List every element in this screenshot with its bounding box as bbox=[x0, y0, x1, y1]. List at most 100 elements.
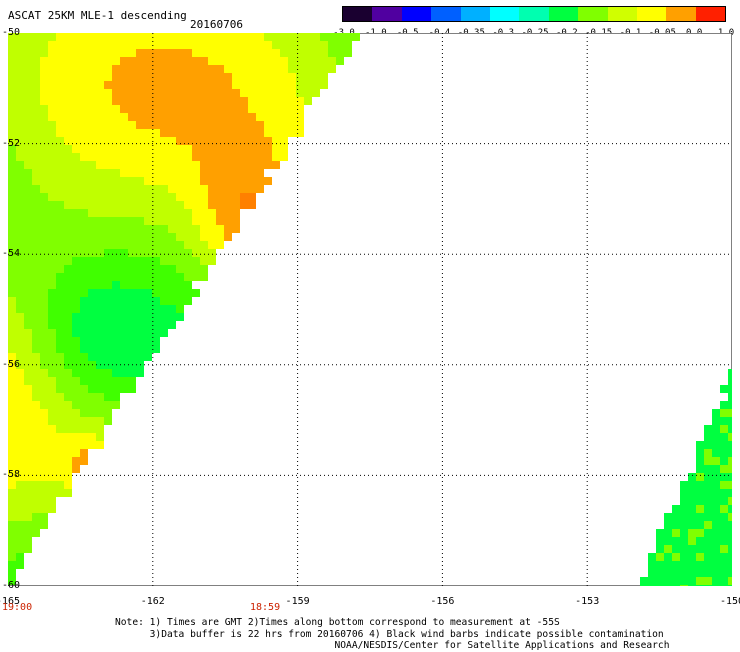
wind-cell bbox=[40, 409, 48, 417]
wind-cell bbox=[56, 177, 64, 185]
wind-cell bbox=[656, 569, 664, 577]
wind-cell bbox=[704, 577, 712, 585]
wind-cell bbox=[120, 313, 128, 321]
wind-cell bbox=[712, 449, 720, 457]
wind-cell bbox=[72, 201, 80, 209]
wind-cell bbox=[328, 65, 336, 73]
wind-cell bbox=[136, 289, 144, 297]
wind-cell bbox=[48, 345, 56, 353]
wind-cell bbox=[176, 305, 184, 313]
wind-cell bbox=[688, 577, 696, 585]
wind-cell bbox=[136, 345, 144, 353]
wind-cell bbox=[256, 97, 264, 105]
wind-cell bbox=[32, 369, 40, 377]
wind-cell bbox=[120, 385, 128, 393]
wind-cell bbox=[32, 145, 40, 153]
wind-cell bbox=[48, 337, 56, 345]
wind-cell bbox=[72, 305, 80, 313]
wind-cell bbox=[688, 529, 696, 537]
wind-cell bbox=[200, 129, 208, 137]
wind-cell bbox=[56, 113, 64, 121]
wind-cell bbox=[112, 225, 120, 233]
wind-cell bbox=[128, 41, 136, 49]
wind-cell bbox=[176, 209, 184, 217]
wind-cell bbox=[296, 81, 304, 89]
wind-cell bbox=[64, 169, 72, 177]
wind-cell bbox=[40, 465, 48, 473]
wind-cell bbox=[64, 89, 72, 97]
wind-cell bbox=[712, 433, 720, 441]
wind-cell bbox=[176, 33, 184, 41]
wind-cell bbox=[136, 369, 144, 377]
wind-cell bbox=[72, 321, 80, 329]
wind-cell bbox=[8, 545, 16, 553]
wind-cell bbox=[24, 449, 32, 457]
wind-cell bbox=[40, 225, 48, 233]
wind-cell bbox=[680, 481, 688, 489]
wind-cell bbox=[176, 281, 184, 289]
wind-cell bbox=[72, 353, 80, 361]
wind-cell bbox=[24, 545, 32, 553]
wind-cell bbox=[216, 81, 224, 89]
wind-cell bbox=[144, 345, 152, 353]
wind-cell bbox=[200, 177, 208, 185]
wind-cell bbox=[24, 513, 32, 521]
wind-cell bbox=[80, 241, 88, 249]
wind-cell bbox=[88, 185, 96, 193]
wind-cell bbox=[240, 41, 248, 49]
wind-cell bbox=[160, 329, 168, 337]
wind-cell bbox=[168, 97, 176, 105]
wind-cell bbox=[136, 145, 144, 153]
wind-cell bbox=[696, 569, 704, 577]
wind-cell bbox=[104, 169, 112, 177]
wind-cell bbox=[24, 193, 32, 201]
wind-cell bbox=[72, 233, 80, 241]
wind-cell bbox=[136, 249, 144, 257]
wind-cell bbox=[160, 313, 168, 321]
wind-cell bbox=[64, 265, 72, 273]
wind-cell bbox=[128, 265, 136, 273]
wind-cell bbox=[8, 313, 16, 321]
wind-cell bbox=[24, 217, 32, 225]
wind-cell bbox=[232, 185, 240, 193]
wind-cell bbox=[8, 177, 16, 185]
wind-cell bbox=[120, 33, 128, 41]
wind-cell bbox=[8, 289, 16, 297]
wind-cell bbox=[24, 289, 32, 297]
wind-cell bbox=[104, 417, 112, 425]
wind-cell bbox=[96, 393, 104, 401]
wind-cell bbox=[280, 145, 288, 153]
wind-cell bbox=[152, 225, 160, 233]
wind-cell bbox=[280, 41, 288, 49]
wind-cell bbox=[112, 321, 120, 329]
wind-cell bbox=[152, 217, 160, 225]
colorbar-segment bbox=[519, 7, 549, 21]
wind-cell bbox=[208, 145, 216, 153]
wind-cell bbox=[272, 137, 280, 145]
wind-cell bbox=[48, 137, 56, 145]
wind-cell bbox=[184, 153, 192, 161]
wind-cell bbox=[56, 353, 64, 361]
wind-cell bbox=[128, 209, 136, 217]
wind-cell bbox=[144, 353, 152, 361]
wind-cell bbox=[88, 441, 96, 449]
wind-cell bbox=[40, 113, 48, 121]
wind-cell bbox=[80, 329, 88, 337]
wind-cell bbox=[32, 97, 40, 105]
wind-cell bbox=[168, 273, 176, 281]
wind-cell bbox=[16, 497, 24, 505]
wind-cell bbox=[176, 89, 184, 97]
wind-cell bbox=[88, 393, 96, 401]
wind-cell bbox=[16, 137, 24, 145]
wind-cell bbox=[144, 217, 152, 225]
wind-cell bbox=[184, 193, 192, 201]
wind-cell bbox=[208, 41, 216, 49]
wind-cell bbox=[720, 521, 728, 529]
wind-cell bbox=[168, 305, 176, 313]
wind-cell bbox=[232, 129, 240, 137]
wind-cell bbox=[208, 169, 216, 177]
wind-cell bbox=[88, 377, 96, 385]
wind-cell bbox=[88, 353, 96, 361]
wind-cell bbox=[216, 193, 224, 201]
wind-cell bbox=[48, 57, 56, 65]
